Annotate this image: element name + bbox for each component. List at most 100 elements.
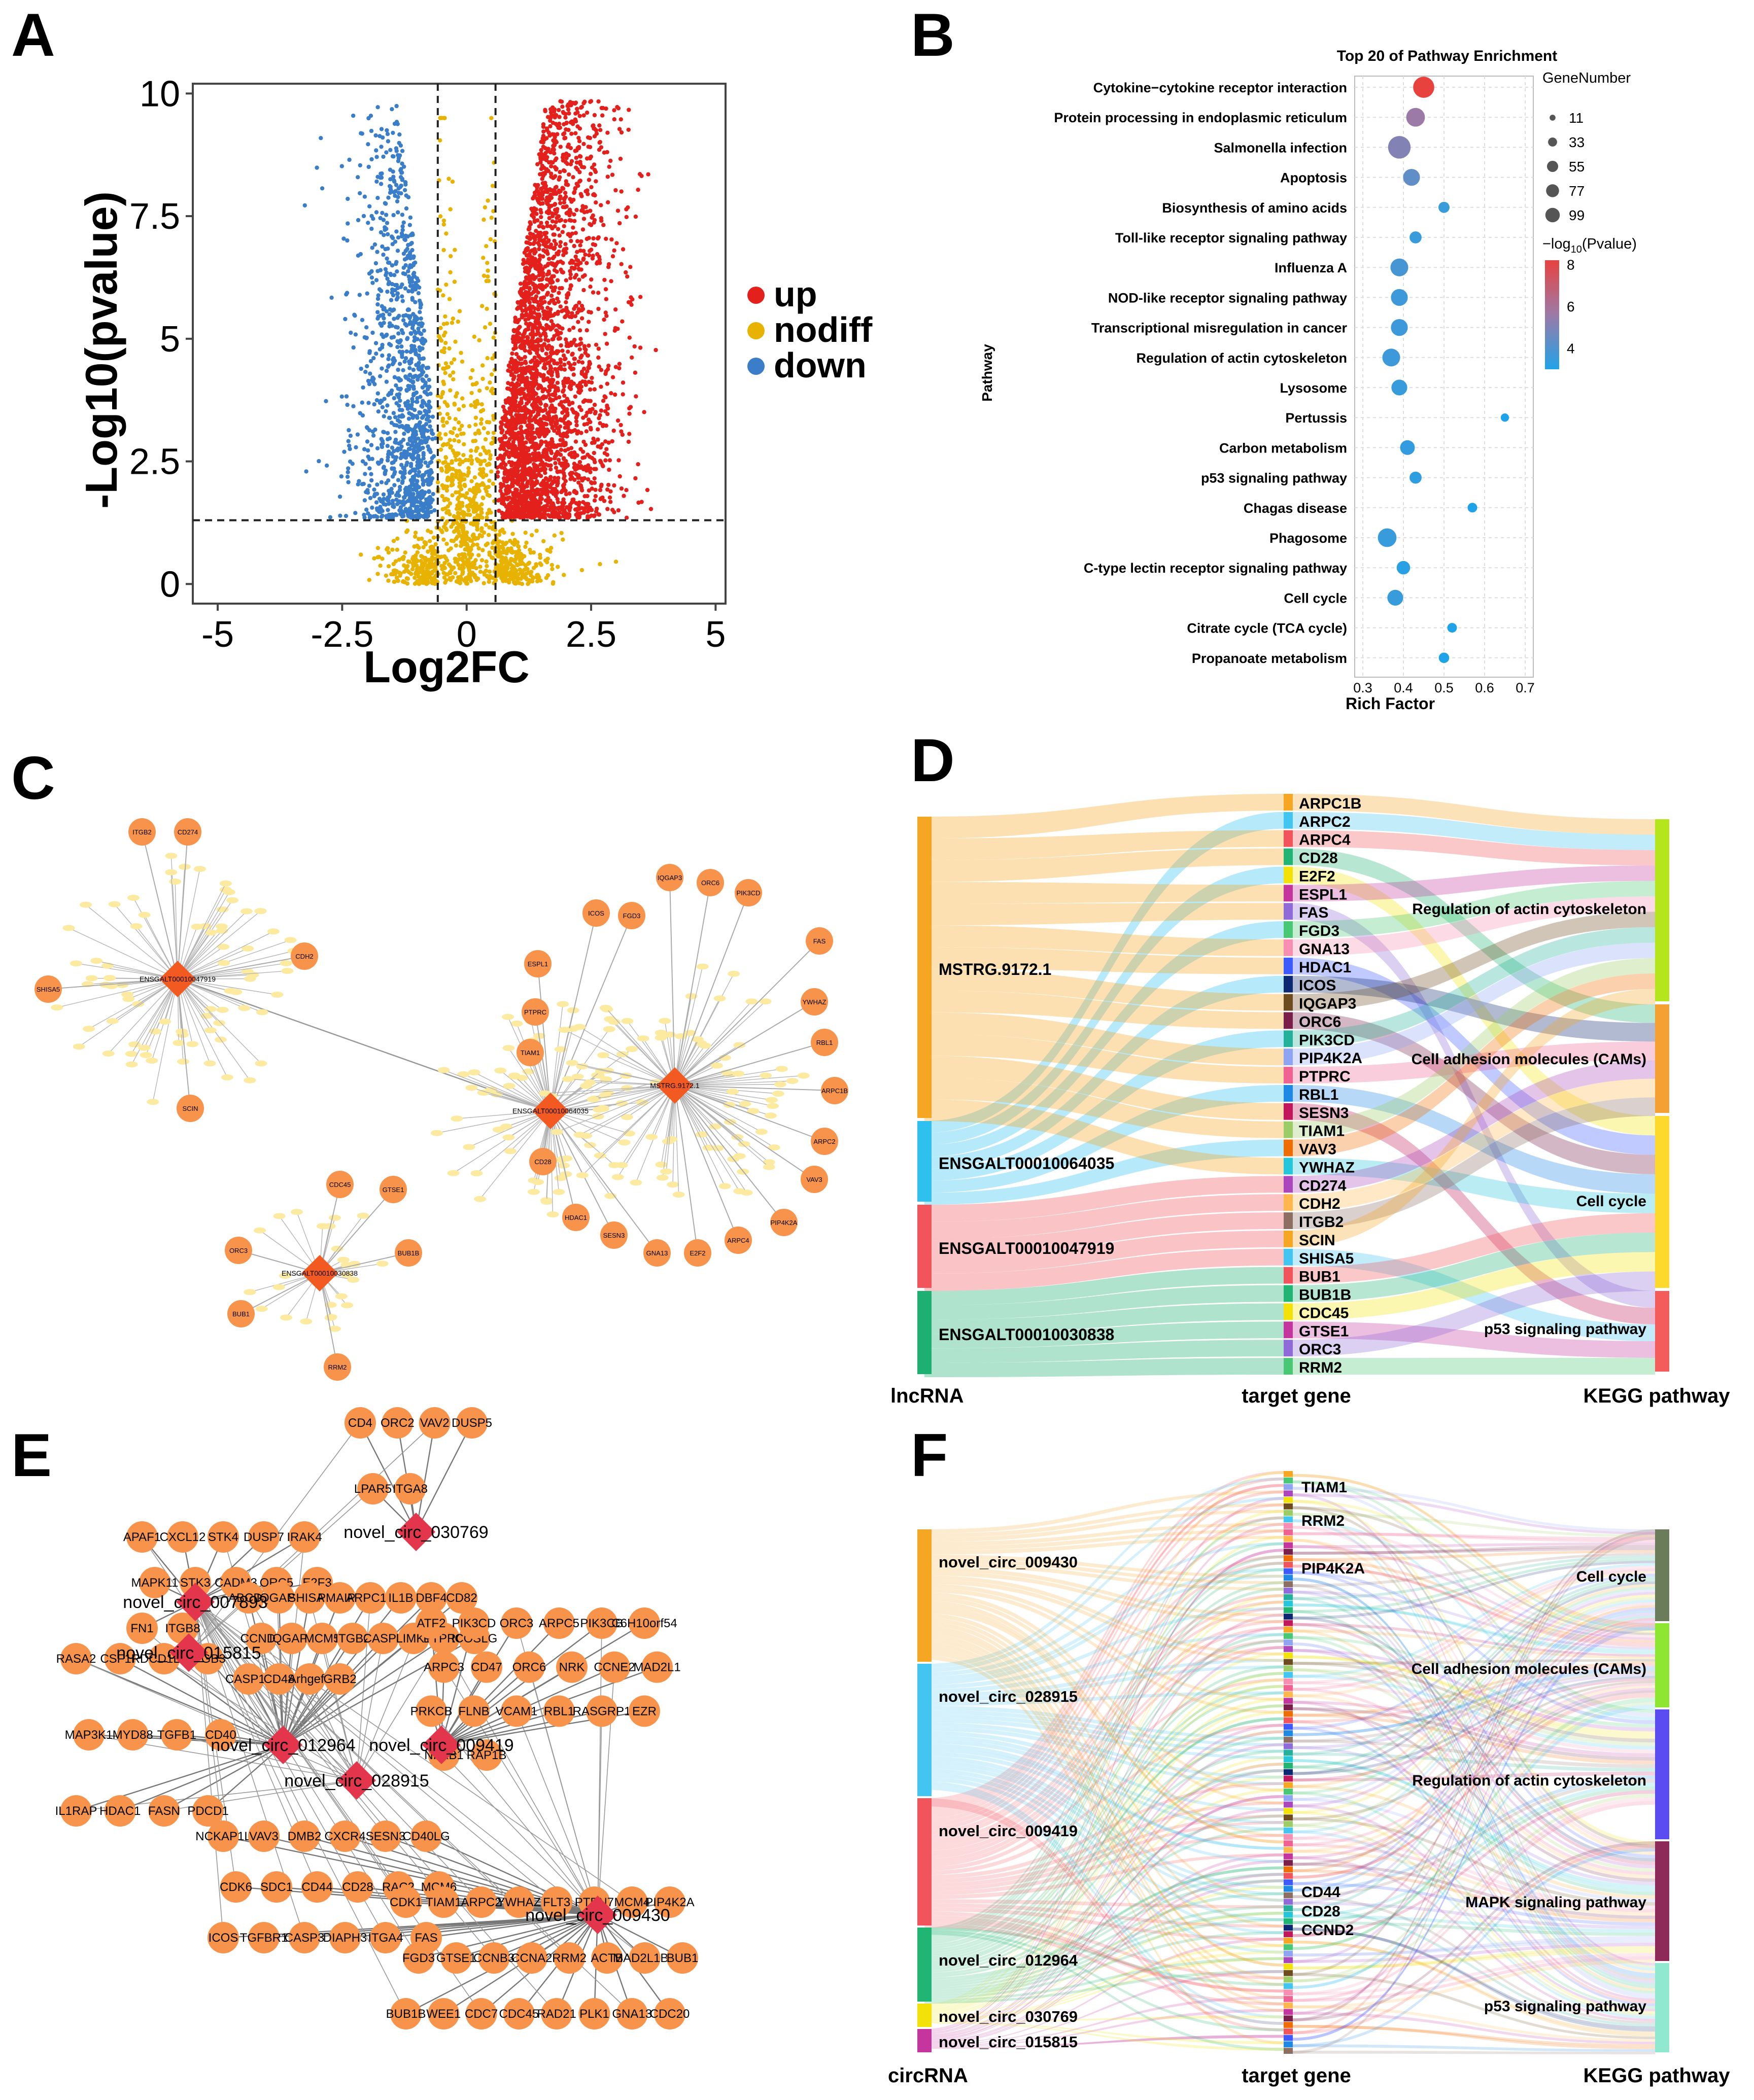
volcano-point [605, 150, 609, 155]
volcano-point [443, 330, 448, 335]
volcano-point [380, 405, 385, 409]
volcano-point [618, 423, 623, 428]
volcano-point [414, 424, 419, 428]
volcano-point [414, 432, 419, 437]
volcano-point [371, 376, 376, 381]
volcano-point [408, 378, 413, 383]
volcano-point [561, 110, 566, 115]
volcano-point [409, 331, 414, 336]
volcano-point [523, 544, 528, 549]
volcano-point [424, 573, 429, 578]
volcano-point [563, 219, 568, 223]
volcano-point [408, 507, 412, 511]
volcano-point [385, 443, 390, 448]
volcano-point [448, 445, 453, 450]
volcano-point [382, 430, 386, 435]
volcano-point [540, 181, 545, 186]
volcano-point [442, 116, 447, 120]
volcano-point [415, 550, 420, 555]
volcano-point [616, 458, 621, 463]
volcano-point [386, 564, 391, 569]
volcano-point [545, 376, 550, 381]
volcano-point [638, 295, 643, 299]
volcano-point [418, 310, 422, 314]
volcano-point [543, 498, 548, 503]
volcano-point [567, 172, 571, 177]
volcano-point [379, 127, 384, 131]
volcano-point [551, 514, 556, 519]
volcano-point [554, 465, 559, 470]
volcano-point [625, 274, 630, 279]
volcano-point [514, 580, 519, 585]
volcano-point [491, 481, 496, 486]
volcano-point [441, 248, 446, 253]
volcano-point [467, 572, 472, 577]
volcano-point [346, 470, 350, 474]
volcano-point [587, 309, 591, 314]
volcano-point [567, 385, 572, 390]
volcano-point [462, 482, 467, 487]
volcano-point [551, 176, 556, 180]
volcano-point [407, 387, 411, 392]
volcano-point [537, 354, 541, 359]
volcano-point [612, 510, 616, 514]
volcano-point [459, 487, 464, 492]
volcano-point [547, 360, 552, 365]
volcano-point [348, 433, 353, 438]
volcano-point [380, 556, 385, 561]
volcano-point [411, 392, 416, 396]
volcano-point [398, 387, 402, 392]
volcano-point [561, 158, 565, 163]
volcano-point [555, 269, 559, 274]
volcano-point [593, 494, 598, 499]
volcano-point [590, 486, 594, 491]
volcano-point [368, 359, 373, 364]
volcano-point [392, 579, 397, 584]
volcano-point [521, 341, 526, 345]
volcano-point [358, 411, 362, 415]
volcano-point [375, 446, 380, 450]
volcano-point [403, 322, 407, 326]
volcano-point [577, 154, 582, 158]
volcano-point [604, 297, 609, 301]
volcano-point [535, 579, 540, 584]
volcano-point [525, 577, 529, 582]
volcano-point [524, 260, 529, 265]
volcano-point [375, 546, 381, 550]
volcano-point [560, 286, 564, 291]
volcano-point [575, 463, 580, 468]
volcano-point [386, 260, 391, 265]
volcano-point [529, 360, 533, 364]
volcano-point [410, 297, 415, 302]
panel-label-a: A [11, 1, 55, 69]
volcano-point [478, 570, 483, 574]
volcano-point [375, 316, 380, 321]
volcano-point [490, 527, 495, 531]
volcano-point [397, 154, 402, 159]
volcano-point [517, 548, 522, 553]
panel-label-f: F [911, 1421, 948, 1489]
volcano-point [592, 126, 596, 131]
volcano-point [422, 540, 427, 545]
volcano-point [467, 537, 471, 541]
volcano-point [608, 158, 613, 163]
volcano-point [526, 295, 531, 300]
volcano-point [568, 269, 572, 273]
volcano-point [407, 366, 412, 370]
volcano-point [553, 311, 558, 316]
volcano-point [588, 285, 593, 289]
volcano-point [341, 236, 346, 241]
volcano-point [397, 403, 401, 408]
volcano-point [610, 254, 615, 259]
volcano-point [581, 249, 586, 253]
volcano-point [484, 543, 488, 547]
volcano-point [406, 195, 411, 199]
volcano-point [628, 405, 633, 409]
volcano-point [544, 235, 548, 240]
volcano-point [581, 217, 587, 221]
volcano-point [578, 337, 583, 341]
volcano-point [390, 107, 394, 112]
volcano-point [555, 123, 560, 128]
volcano-point [504, 470, 509, 474]
volcano-point [588, 419, 593, 425]
